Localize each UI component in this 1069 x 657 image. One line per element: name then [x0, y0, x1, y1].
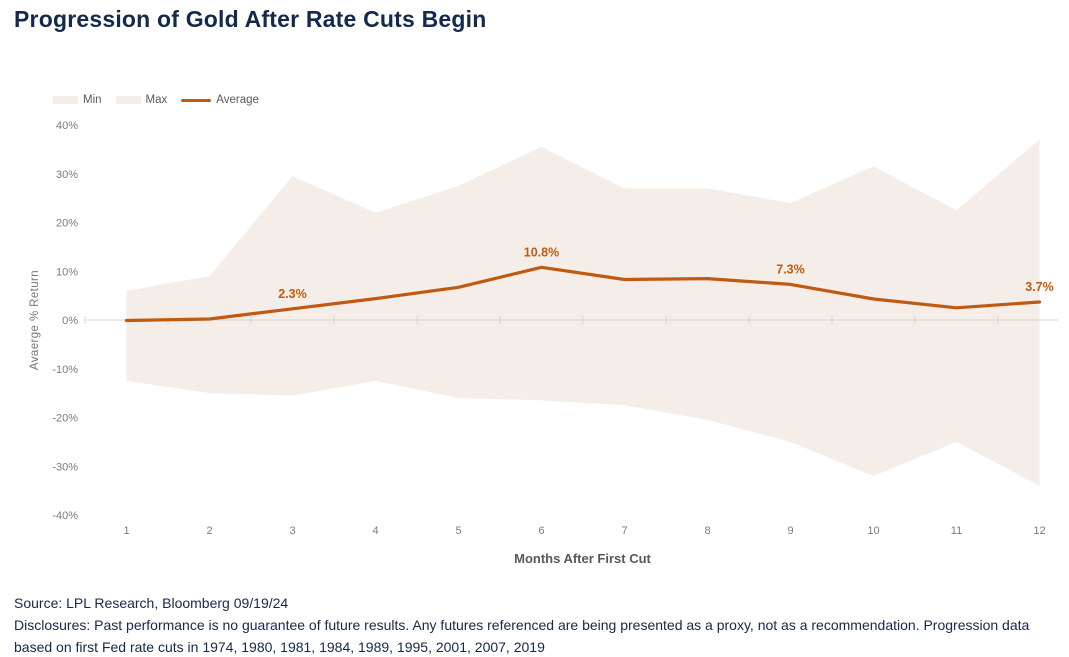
- legend-item-min: Min: [53, 94, 102, 106]
- legend-label-average: Average: [216, 94, 259, 106]
- point-labels: 2.3% 10.8% 7.3% 3.7%: [278, 245, 1054, 300]
- average-line-swatch-icon: [181, 98, 212, 102]
- gold-progression-chart: 40% 30% 20% 10% 0% -10% -20% -30% -40% 2.3% 10.8% 7…: [0, 113, 1069, 553]
- chart-legend: Min Max Average: [53, 94, 259, 106]
- average-line: [124, 265, 1042, 323]
- point-label-month-3: 2.3%: [278, 287, 307, 301]
- svg-text:11: 11: [951, 525, 962, 537]
- svg-text:10: 10: [867, 525, 879, 537]
- point-label-month-6: 10.8%: [524, 245, 559, 259]
- svg-text:9: 9: [787, 525, 793, 537]
- svg-text:5: 5: [455, 525, 461, 537]
- svg-text:-20%: -20%: [52, 413, 78, 425]
- point-label-month-9: 7.3%: [776, 262, 805, 276]
- min-max-band: [126, 139, 1040, 486]
- x-axis-tick-labels: 1 2 3 4 5 6 7 8 9 10 11 12: [123, 525, 1045, 537]
- max-area-swatch-icon: [115, 96, 141, 104]
- svg-text:1: 1: [123, 525, 129, 537]
- x-axis-line: [84, 316, 1058, 324]
- chart-footer: Source: LPL Research, Bloomberg 09/19/24…: [14, 592, 1066, 657]
- svg-text:12: 12: [1033, 525, 1045, 537]
- svg-text:30%: 30%: [56, 169, 78, 181]
- min-area-swatch-icon: [53, 96, 78, 104]
- disclosures-text: Disclosures: Past performance is no guar…: [14, 617, 1030, 655]
- svg-text:8: 8: [704, 525, 710, 537]
- legend-label-max: Max: [145, 94, 168, 106]
- point-label-month-12: 3.7%: [1025, 280, 1054, 294]
- svg-text:10%: 10%: [56, 266, 78, 278]
- legend-label-min: Min: [83, 94, 102, 106]
- svg-text:20%: 20%: [56, 218, 78, 230]
- legend-item-max: Max: [115, 94, 168, 106]
- y-axis-title: Avaerge % Return: [29, 270, 41, 370]
- svg-text:4: 4: [372, 525, 378, 537]
- svg-text:7: 7: [621, 525, 627, 537]
- svg-text:6: 6: [538, 525, 544, 537]
- source-line: Source: LPL Research, Bloomberg 09/19/24: [14, 595, 289, 611]
- legend-item-average: Average: [181, 94, 259, 106]
- svg-text:40%: 40%: [56, 120, 78, 132]
- chart-canvas: 40% 30% 20% 10% 0% -10% -20% -30% -40% 2.3% 10.8% 7…: [29, 120, 1058, 537]
- page-title: Progression of Gold After Rate Cuts Begi…: [14, 6, 487, 32]
- svg-text:3: 3: [289, 525, 295, 537]
- svg-text:-10%: -10%: [52, 364, 78, 376]
- svg-text:-30%: -30%: [52, 461, 78, 473]
- y-axis-tick-labels: 40% 30% 20% 10% 0% -10% -20% -30% -40%: [52, 120, 78, 522]
- x-axis-title: Months After First Cut: [514, 551, 651, 566]
- svg-text:2: 2: [206, 525, 212, 537]
- svg-text:0%: 0%: [62, 315, 78, 327]
- svg-text:-40%: -40%: [52, 510, 78, 522]
